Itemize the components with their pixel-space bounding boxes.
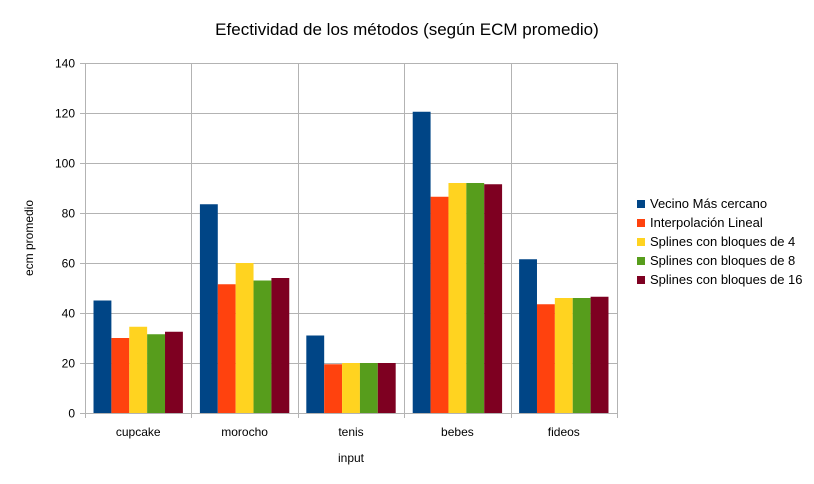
bar-fideos-series-1 <box>519 259 537 413</box>
bar-cupcake-series-3 <box>129 326 148 413</box>
y-tick-label: 40 <box>62 307 76 321</box>
bar-bebes-series-3 <box>448 183 467 413</box>
bar-morocho-series-2 <box>217 284 236 413</box>
bar-tenis-series-1 <box>306 335 325 413</box>
bar-fideos-series-4 <box>572 298 591 413</box>
y-tick-label: 140 <box>55 57 75 71</box>
legend-label-series-5: Splines con bloques de 16 <box>650 272 803 287</box>
legend-swatch-series-4 <box>637 257 645 265</box>
bar-cupcake-series-5 <box>165 331 183 413</box>
bar-tenis-series-4 <box>359 363 378 413</box>
legend-label-series-4: Splines con bloques de 8 <box>650 253 795 268</box>
bar-cupcake-series-4 <box>147 334 166 413</box>
bar-fideos-series-3 <box>554 298 573 413</box>
y-tick-label: 80 <box>62 207 76 221</box>
y-axis-title: ecm promedio <box>22 200 36 276</box>
y-tick-label: 60 <box>62 257 76 271</box>
bar-morocho-series-4 <box>253 280 272 413</box>
x-tick-label: fideos <box>548 425 580 439</box>
bar-morocho-series-1 <box>199 204 218 413</box>
bar-morocho-series-5 <box>271 278 290 413</box>
bar-morocho-series-3 <box>235 263 254 413</box>
legend-swatch-series-2 <box>637 219 645 227</box>
legend-label-series-2: Interpolación Lineal <box>650 215 763 230</box>
bar-tenis-series-2 <box>324 364 343 413</box>
legend-swatch-series-3 <box>637 238 645 246</box>
y-tick-label: 20 <box>62 357 76 371</box>
bar-bebes-series-2 <box>430 196 449 413</box>
bar-tenis-series-5 <box>377 363 396 413</box>
legend-swatch-series-1 <box>637 200 645 208</box>
bar-bebes-series-5 <box>484 184 503 413</box>
x-tick-label: tenis <box>338 425 363 439</box>
y-tick-label: 0 <box>68 407 75 421</box>
bar-cupcake-series-2 <box>111 338 130 413</box>
bar-fideos-series-5 <box>590 296 609 413</box>
x-axis-title: input <box>338 451 365 465</box>
bar-bebes-series-4 <box>466 183 485 413</box>
x-tick-label: cupcake <box>116 425 161 439</box>
chart-title: Efectividad de los métodos (según ECM pr… <box>215 20 599 39</box>
legend-label-series-3: Splines con bloques de 4 <box>650 234 795 249</box>
x-tick-label: morocho <box>221 425 268 439</box>
legend-swatch-series-5 <box>637 276 645 284</box>
legend-label-series-1: Vecino Más cercano <box>650 196 767 211</box>
x-tick-label: bebes <box>441 425 474 439</box>
y-tick-label: 120 <box>55 107 75 121</box>
bar-bebes-series-1 <box>412 111 431 413</box>
y-tick-label: 100 <box>55 157 75 171</box>
bar-tenis-series-3 <box>342 363 360 413</box>
bar-cupcake-series-1 <box>93 300 112 413</box>
bar-fideos-series-2 <box>536 304 555 413</box>
